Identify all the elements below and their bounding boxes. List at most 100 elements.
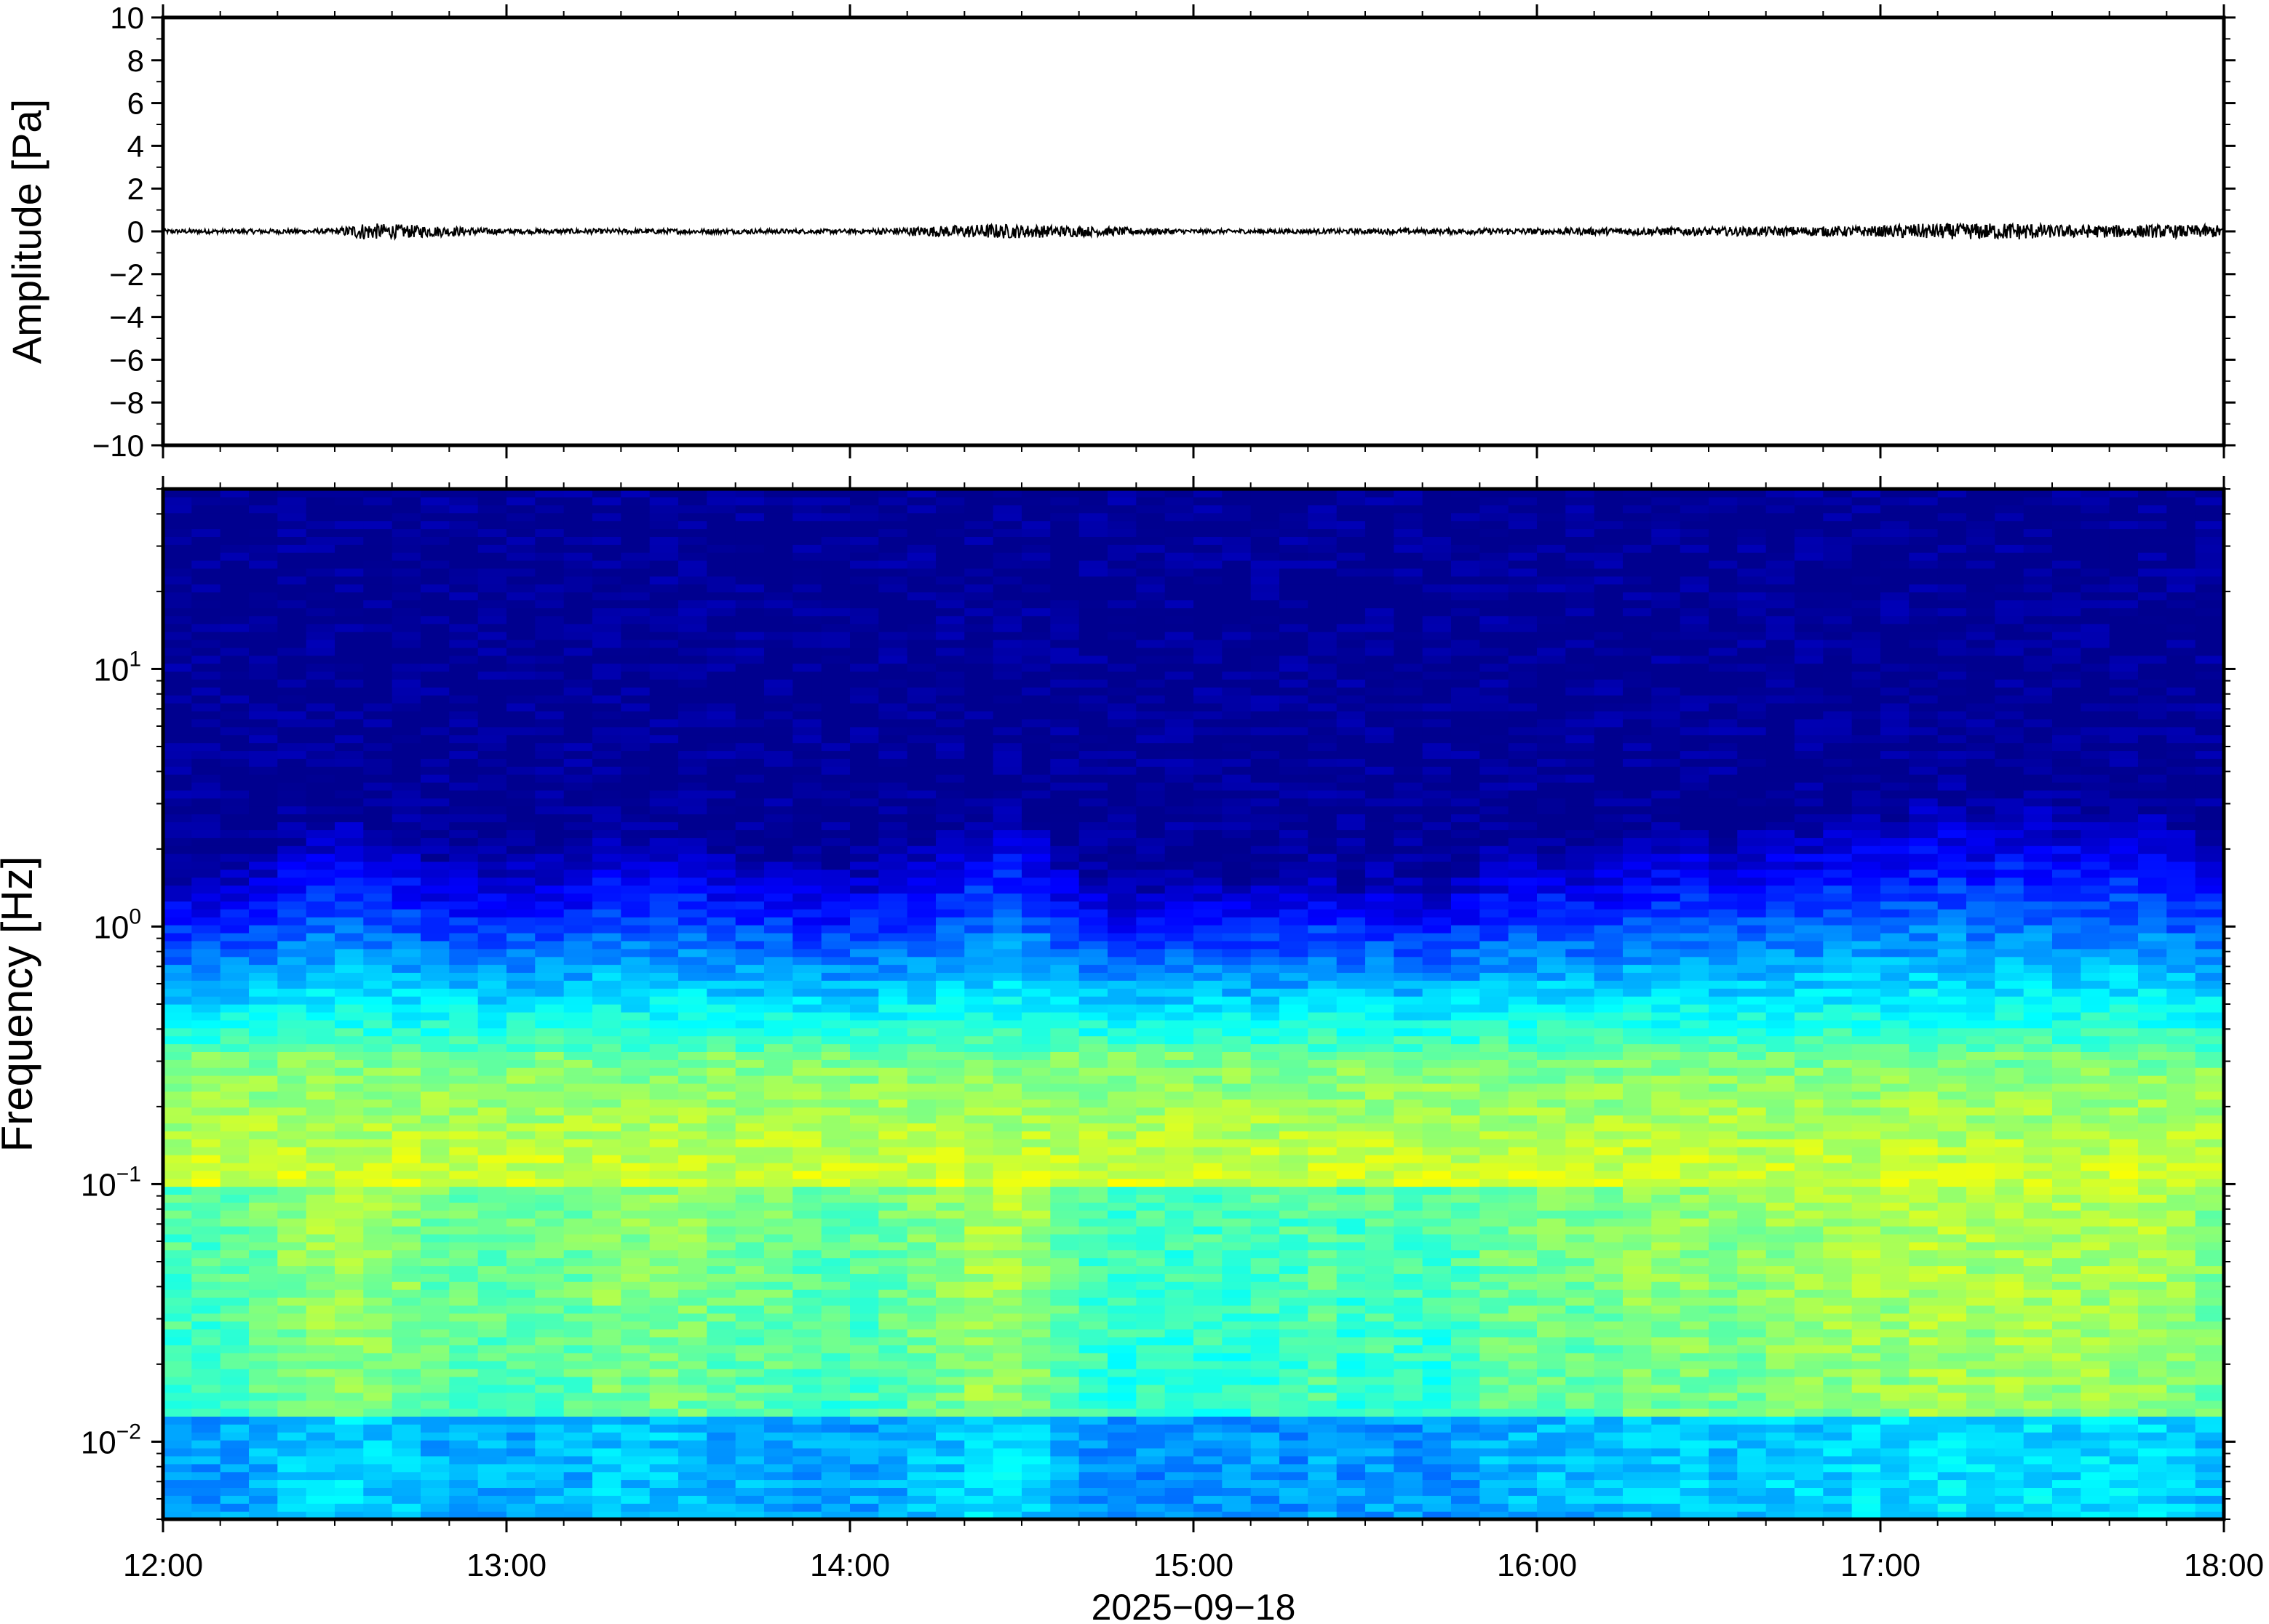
spectrogram-cell bbox=[1050, 632, 1080, 640]
spectrogram-cell bbox=[907, 608, 937, 616]
spectrogram-cell bbox=[678, 933, 707, 942]
spectrogram-cell bbox=[850, 592, 879, 601]
spectrogram-cell bbox=[1164, 528, 1194, 537]
spectrogram-cell bbox=[764, 789, 793, 799]
spectrogram-cell bbox=[936, 608, 965, 616]
spectrogram-cell bbox=[878, 1202, 908, 1211]
spectrogram-cell bbox=[335, 1051, 364, 1060]
spectrogram-cell bbox=[678, 1495, 707, 1504]
spectrogram-cell bbox=[1193, 1479, 1223, 1488]
spectrogram-cell bbox=[249, 1265, 278, 1274]
spectrogram-cell bbox=[821, 1503, 851, 1512]
spectrogram-cell bbox=[1108, 821, 1137, 830]
spectrogram-cell bbox=[449, 758, 479, 767]
spectrogram-cell bbox=[220, 520, 250, 530]
spectrogram-cell bbox=[392, 909, 421, 918]
spectrogram-cell bbox=[678, 750, 707, 759]
spectrogram-cell bbox=[563, 1139, 593, 1147]
spectrogram-cell bbox=[1193, 504, 1223, 514]
spectrogram-cell bbox=[878, 837, 908, 846]
spectrogram-cell bbox=[535, 1004, 565, 1013]
spectrogram-cell bbox=[649, 1305, 679, 1314]
spectrogram-cell bbox=[392, 1011, 421, 1021]
spectrogram-cell bbox=[735, 766, 765, 775]
spectrogram-cell bbox=[392, 1392, 421, 1401]
spectrogram-cell bbox=[449, 1099, 479, 1108]
spectrogram-cell bbox=[191, 964, 221, 973]
spectrogram-cell bbox=[792, 663, 822, 672]
spectrogram-cell bbox=[220, 640, 250, 648]
spectrogram-cell bbox=[191, 988, 221, 997]
spectrogram-cell bbox=[850, 1369, 879, 1377]
spectrogram-cell bbox=[1164, 940, 1194, 950]
spectrogram-cell bbox=[678, 647, 707, 656]
spectrogram-cell bbox=[707, 1487, 736, 1496]
spectrogram-cell bbox=[1108, 1178, 1137, 1187]
spectrogram-cell bbox=[936, 988, 965, 997]
spectrogram-cell bbox=[563, 813, 593, 823]
spectrogram-cell bbox=[306, 663, 335, 672]
spectrogram-cell bbox=[506, 1353, 536, 1361]
spectrogram-cell bbox=[735, 1091, 765, 1100]
spectrogram-cell bbox=[563, 1479, 593, 1488]
spectrogram-cell bbox=[592, 496, 621, 506]
spectrogram-cell bbox=[421, 1162, 450, 1171]
spectrogram-cell bbox=[707, 1083, 736, 1092]
spectrogram-cell bbox=[1136, 1321, 1166, 1330]
spectrogram-cell bbox=[592, 1487, 621, 1496]
spectrogram-cell bbox=[1050, 1035, 1080, 1045]
spectrogram-cell bbox=[306, 1329, 335, 1338]
spectrogram-cell bbox=[936, 1043, 965, 1052]
spectrogram-cell bbox=[277, 1479, 307, 1488]
spectrogram-cell bbox=[907, 647, 937, 656]
spectrogram-cell bbox=[850, 789, 879, 799]
spectrogram-cell bbox=[936, 1004, 965, 1013]
spectrogram-cell bbox=[477, 1471, 507, 1481]
spectrogram-cell bbox=[421, 1345, 450, 1353]
spectrogram-cell bbox=[1078, 1495, 1108, 1504]
spectrogram-cell bbox=[392, 679, 421, 688]
spectrogram-cell bbox=[249, 655, 278, 664]
spectrogram-cell bbox=[649, 1329, 679, 1338]
spectrogram-cell bbox=[678, 861, 707, 870]
spectrogram-cell bbox=[277, 632, 307, 640]
spectrogram-cell bbox=[1193, 1226, 1223, 1235]
spectrogram-cell bbox=[220, 996, 250, 1005]
spectrogram-cell bbox=[563, 1424, 593, 1433]
spectrogram-cell bbox=[306, 655, 335, 664]
spectrogram-cell bbox=[735, 1440, 765, 1449]
spectrogram-cell bbox=[1193, 933, 1223, 942]
spectrogram-cell bbox=[649, 655, 679, 664]
spectrogram-cell bbox=[792, 1004, 822, 1013]
spectrogram-cell bbox=[1164, 711, 1194, 720]
spectrogram-cell bbox=[792, 805, 822, 815]
spectrogram-cell bbox=[1136, 1019, 1166, 1029]
spectrogram-cell bbox=[735, 568, 765, 577]
spectrogram-cell bbox=[277, 1186, 307, 1195]
spectrogram-cell bbox=[678, 1337, 707, 1345]
spectrogram-cell bbox=[563, 964, 593, 973]
spectrogram-cell bbox=[563, 1471, 593, 1481]
spectrogram-cell bbox=[678, 1218, 707, 1227]
spectrogram-cell bbox=[707, 1004, 736, 1013]
spectrogram-cell bbox=[1050, 1059, 1080, 1068]
spectrogram-cell bbox=[306, 536, 335, 545]
spectrogram-cell bbox=[163, 1226, 192, 1235]
spectrogram-cell bbox=[506, 1226, 536, 1235]
spectrogram-cell bbox=[821, 853, 851, 862]
spectrogram-cell bbox=[907, 1289, 937, 1298]
spectrogram-cell bbox=[220, 782, 250, 791]
spectrogram-cell bbox=[535, 1424, 565, 1433]
spectrogram-cell bbox=[764, 718, 793, 728]
spectrogram-cell bbox=[850, 647, 879, 656]
spectrogram-cell bbox=[506, 1067, 536, 1076]
spectrogram-cell bbox=[1222, 1233, 1252, 1243]
spectrogram-cell bbox=[821, 933, 851, 942]
spectrogram-cell bbox=[592, 1011, 621, 1021]
spectrogram-cell bbox=[220, 584, 250, 593]
spectrogram-cell bbox=[421, 1035, 450, 1045]
spectrogram-cell bbox=[993, 726, 1022, 736]
spectrogram-cell bbox=[449, 1194, 479, 1203]
spectrogram-cell bbox=[678, 1011, 707, 1021]
spectrogram-cell bbox=[821, 1448, 851, 1457]
